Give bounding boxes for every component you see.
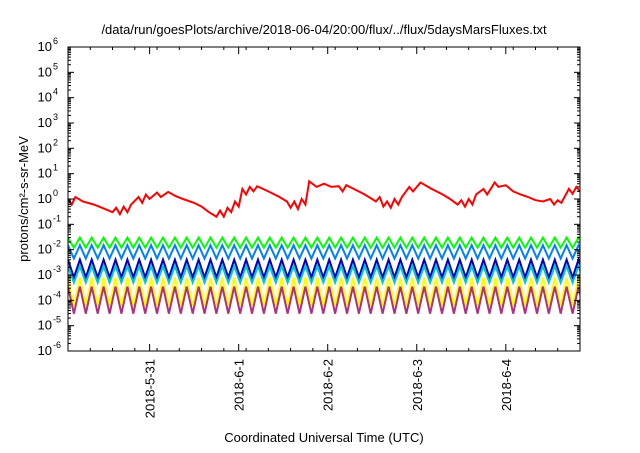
y-tick-label: 10 [38, 39, 52, 54]
x-tick-label: 2018-6-1 [232, 359, 247, 411]
y-tick-label: 10 [38, 90, 52, 105]
x-tick-label: 2018-6-2 [321, 359, 336, 411]
y-tick-exponent: 5 [53, 61, 58, 71]
y-tick-label: 10 [38, 292, 52, 307]
y-tick-exponent: -2 [53, 239, 61, 249]
y-tick-exponent: 1 [53, 163, 58, 173]
y-tick-exponent: -3 [53, 264, 61, 274]
series-line-5 [68, 263, 580, 286]
y-tick-label: 10 [38, 267, 52, 282]
y-tick-label: 10 [38, 318, 52, 333]
chart-title: /data/run/goesPlots/archive/2018-06-04/2… [101, 22, 547, 37]
y-tick-label: 10 [38, 115, 52, 130]
y-tick-exponent: 3 [53, 112, 58, 122]
y-tick-exponent: -6 [53, 340, 61, 350]
x-tick-label: 2018-5-31 [143, 359, 158, 418]
x-tick-label: 2018-6-4 [499, 359, 514, 411]
y-tick-label: 10 [38, 166, 52, 181]
series-line-4 [68, 256, 580, 281]
y-tick-exponent: 0 [53, 188, 58, 198]
y-tick-label: 10 [38, 64, 52, 79]
series-line-2 [68, 235, 580, 250]
y-tick-label: 10 [38, 191, 52, 206]
y-tick-label: 10 [38, 343, 52, 358]
y-tick-label: 10 [38, 140, 52, 155]
x-tick-label: 2018-6-3 [410, 359, 425, 411]
series-line-1 [68, 179, 580, 219]
y-tick-exponent: -5 [53, 315, 61, 325]
y-tick-label: 10 [38, 216, 52, 231]
series-line-7 [68, 286, 580, 314]
x-axis-label: Coordinated Universal Time (UTC) [224, 430, 423, 445]
series-line-3 [68, 242, 580, 261]
y-tick-label: 10 [38, 242, 52, 257]
y-tick-exponent: -1 [53, 213, 61, 223]
y-axis-label: protons/cm²-s-sr-MeV [16, 136, 31, 262]
y-tick-exponent: 4 [53, 87, 58, 97]
series-line-6 [68, 277, 580, 307]
y-tick-exponent: -4 [53, 289, 61, 299]
y-tick-exponent: 6 [53, 36, 58, 46]
y-tick-exponent: 2 [53, 137, 58, 147]
